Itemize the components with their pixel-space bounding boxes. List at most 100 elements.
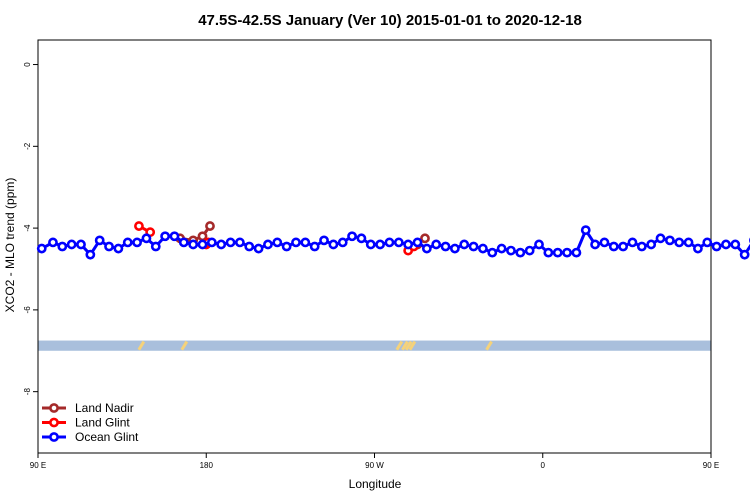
ocean-glint-point bbox=[319, 235, 329, 246]
ocean-glint-point bbox=[356, 233, 367, 244]
ocean-glint-point bbox=[599, 237, 610, 248]
legend-ocean-glint-marker bbox=[49, 432, 59, 442]
ocean-glint-point bbox=[272, 237, 283, 248]
ocean-glint-point bbox=[683, 237, 694, 248]
series-layer bbox=[36, 221, 750, 260]
legend-land-nadir-marker bbox=[49, 403, 59, 413]
ocean-glint-point bbox=[66, 239, 77, 250]
legend-land-glint-marker bbox=[49, 417, 59, 428]
legend-land-glint-label: Land Glint bbox=[75, 416, 130, 430]
ocean-glint-point bbox=[225, 237, 236, 248]
x-axis: 90 E 180 90 W 0 90 E bbox=[30, 453, 719, 470]
ocean-glint-point bbox=[618, 241, 629, 252]
x-tick-label: 90 W bbox=[365, 461, 384, 470]
ocean-glint-point bbox=[543, 247, 554, 258]
land-mark bbox=[485, 340, 493, 351]
ocean-glint-point bbox=[291, 237, 301, 248]
y-tick-label: 0 bbox=[23, 62, 32, 67]
ocean-glint-point bbox=[375, 239, 386, 250]
land-mark bbox=[404, 340, 413, 351]
land-nadir-point bbox=[205, 221, 215, 231]
ocean-glint-point bbox=[281, 241, 292, 252]
ocean-glint-point bbox=[674, 237, 685, 248]
ocean-glint-point bbox=[730, 239, 741, 250]
ocean-glint-point bbox=[487, 247, 498, 258]
ocean-glint-point bbox=[440, 241, 451, 252]
ocean-glint-point bbox=[421, 243, 432, 254]
ocean-glint-point bbox=[122, 237, 133, 248]
ocean-glint-point bbox=[739, 249, 750, 260]
land-band-rect bbox=[38, 340, 711, 351]
ocean-glint-point bbox=[234, 237, 245, 248]
y-axis-label: XCO2 - MLO trend (ppm) bbox=[3, 178, 17, 313]
ocean-glint-point bbox=[244, 241, 255, 252]
ocean-glint-point bbox=[85, 249, 96, 260]
x-tick-label: 180 bbox=[200, 461, 214, 470]
y-tick-label: -8 bbox=[23, 388, 32, 396]
ocean-glint-point bbox=[365, 239, 376, 250]
land-mark bbox=[395, 340, 404, 351]
ocean-glint-point bbox=[580, 225, 591, 236]
ocean-glint-point bbox=[412, 237, 423, 248]
ocean-glint-point bbox=[655, 233, 666, 244]
ocean-glint-point bbox=[459, 239, 470, 250]
land-glint-point bbox=[134, 221, 144, 231]
ocean-glint-point bbox=[328, 239, 339, 250]
ocean-glint-point bbox=[468, 241, 479, 252]
ocean-glint-point bbox=[94, 235, 105, 246]
ocean-glint-point bbox=[496, 243, 507, 254]
x-tick-label: 0 bbox=[541, 461, 546, 470]
ocean-glint-point bbox=[48, 237, 58, 248]
ocean-glint-point bbox=[36, 243, 47, 254]
ocean-glint-point bbox=[132, 237, 142, 248]
ocean-glint-point bbox=[393, 237, 404, 248]
ocean-glint-point bbox=[150, 241, 161, 252]
ocean-glint-point bbox=[693, 243, 703, 254]
ocean-glint-point bbox=[178, 237, 189, 248]
y-axis: 0 -2 -4 -6 -8 bbox=[23, 62, 38, 395]
ocean-glint-point bbox=[403, 239, 414, 250]
ocean-glint-point bbox=[160, 231, 171, 242]
chart-title: 47.5S-42.5S January (Ver 10) 2015-01-01 … bbox=[198, 12, 582, 29]
ocean-glint-point bbox=[449, 243, 460, 254]
ocean-glint-point bbox=[664, 235, 675, 246]
ocean-glint-point bbox=[478, 243, 488, 254]
ocean-glint-point bbox=[552, 247, 563, 258]
land-mark bbox=[401, 340, 409, 351]
land-mark bbox=[408, 340, 417, 351]
ocean-glint-point bbox=[506, 245, 516, 256]
y-tick-label: -2 bbox=[23, 142, 32, 150]
ocean-glint-point bbox=[141, 233, 152, 244]
ocean-glint-point bbox=[524, 245, 535, 256]
ocean-glint-point bbox=[590, 239, 600, 250]
ocean-glint-point bbox=[76, 239, 86, 250]
land-mark bbox=[180, 340, 189, 351]
ocean-glint-point bbox=[169, 231, 180, 242]
land-band bbox=[38, 340, 711, 351]
x-tick-label: 90 E bbox=[30, 461, 46, 470]
land-nadir-point bbox=[420, 233, 430, 244]
ocean-glint-point bbox=[188, 239, 199, 250]
ocean-glint-point bbox=[515, 247, 526, 258]
ocean-glint-point bbox=[113, 243, 124, 254]
ocean-glint-point bbox=[263, 239, 273, 250]
ocean-glint-point bbox=[347, 231, 357, 242]
ocean-glint-point bbox=[627, 237, 638, 248]
ocean-glint-point bbox=[337, 237, 348, 248]
x-axis-label: Longitude bbox=[349, 477, 402, 491]
legend-land-nadir-label: Land Nadir bbox=[75, 401, 134, 415]
ocean-glint-point bbox=[431, 239, 442, 250]
ocean-glint-point bbox=[206, 237, 217, 248]
y-tick-label: -4 bbox=[23, 224, 32, 232]
ocean-glint-point bbox=[646, 239, 657, 250]
ocean-glint-point bbox=[608, 241, 619, 252]
ocean-glint-point bbox=[104, 241, 114, 252]
x-tick-label: 90 E bbox=[703, 461, 719, 470]
ocean-glint-point bbox=[721, 239, 731, 250]
ocean-glint-point bbox=[562, 247, 572, 258]
ocean-glint-point bbox=[309, 241, 320, 252]
ocean-glint-point bbox=[216, 239, 227, 250]
ocean-glint-point bbox=[57, 241, 68, 252]
